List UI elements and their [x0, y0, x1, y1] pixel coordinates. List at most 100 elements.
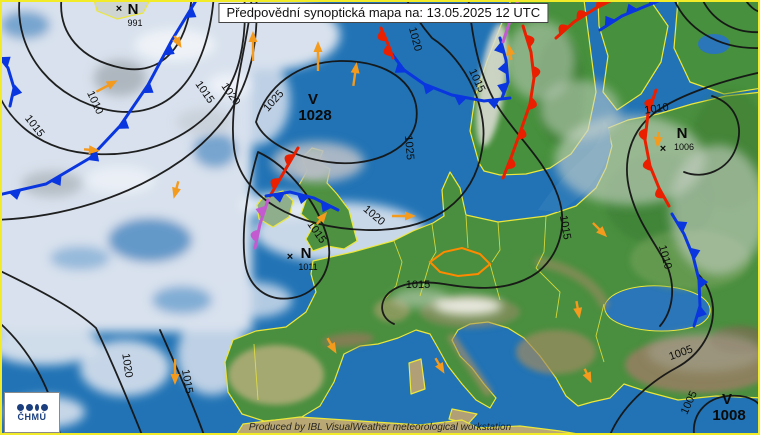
- wind-arrow-icon: [88, 145, 100, 155]
- cold-front-triangle-icon: [454, 95, 468, 106]
- isobar-label: 1015: [406, 279, 430, 291]
- credit-text: Produced by IBL VisualWeather meteorolog…: [248, 422, 512, 433]
- warm-front-semicircle-icon: [576, 10, 588, 21]
- border-layer: [253, 215, 605, 401]
- cold-front-triangle-icon: [163, 44, 175, 56]
- pressure-center-letter: V: [308, 91, 318, 108]
- warm-front-semicircle-icon: [270, 178, 281, 190]
- pressure-center-cross-icon: ×: [287, 251, 293, 263]
- sea-cloud-layer: [0, 0, 425, 428]
- warm-front-semicircle-icon: [644, 98, 654, 111]
- warm-front-semicircle-icon: [506, 157, 516, 170]
- cold-front-triangle-icon: [11, 84, 23, 98]
- cold-front-triangle-icon: [185, 6, 197, 19]
- cold-front-triangle-icon: [0, 56, 11, 68]
- czech-republic-border: [428, 246, 492, 278]
- wind-arrow-icon: [653, 136, 663, 148]
- wind-arrow-icon: [435, 362, 445, 374]
- isobar-label: 1015: [179, 368, 195, 394]
- wind-arrow-icon: [506, 44, 515, 56]
- cold-front-triangle-icon: [255, 205, 267, 218]
- land-sardinia: [408, 358, 426, 395]
- cold-front-triangle-icon: [88, 150, 100, 162]
- warm-front-semicircle-icon: [517, 127, 527, 140]
- cold-front-triangle-icon: [696, 305, 707, 319]
- warm-front-semicircle-icon: [642, 158, 651, 171]
- pressure-center-letter: V: [722, 391, 732, 408]
- isobar-label: 1020: [119, 353, 134, 379]
- wind-arrow-layer: [83, 31, 663, 385]
- wind-arrow-icon: [248, 31, 258, 42]
- chmu-logo: ČHMÚ: [4, 392, 60, 433]
- cold-front-triangle-icon: [698, 275, 709, 289]
- wind-arrow-icon: [350, 62, 360, 74]
- isobar-label: 1010: [644, 101, 670, 116]
- pressure-center-letter: N: [301, 245, 312, 262]
- cold-front-triangle-icon: [272, 192, 285, 203]
- front-warm-top-center: [379, 26, 395, 60]
- cold-front-triangle-icon: [394, 62, 406, 73]
- cold-front-triangle-icon: [625, 3, 638, 15]
- pressure-center-cross-icon: ×: [660, 143, 666, 155]
- cold-front-triangle-icon: [497, 82, 508, 95]
- warm-front-semicircle-icon: [532, 65, 541, 79]
- wind-arrow-icon: [172, 36, 182, 49]
- cold-front-triangle-icon: [142, 82, 154, 94]
- wind-arrow-icon: [573, 307, 583, 319]
- warm-front-semicircle-icon: [655, 186, 665, 199]
- warm-front-semicircle-icon: [284, 154, 295, 166]
- cold-front-triangle-icon: [296, 193, 310, 205]
- front-layer: [0, 0, 709, 328]
- land-north-africa: [235, 416, 585, 435]
- cold-front-triangle-icon: [118, 118, 130, 129]
- front-cold-nw: [0, 0, 199, 197]
- pressure-center-value: 1028: [298, 107, 331, 124]
- wind-arrow-icon: [170, 374, 180, 385]
- cold-front-triangle-icon: [486, 99, 500, 109]
- pressure-center-value: 991: [127, 18, 142, 28]
- warm-front-semicircle-icon: [377, 29, 387, 42]
- cold-front-triangle-icon: [676, 221, 688, 233]
- cold-front-triangle-icon: [320, 201, 333, 213]
- cold-front-triangle-icon: [8, 189, 22, 200]
- pressure-center-letter: N: [128, 1, 139, 18]
- cold-front-triangle-icon: [494, 41, 505, 55]
- pressure-center-letter: N: [677, 125, 688, 142]
- cold-front-triangle-icon: [497, 61, 508, 75]
- wind-arrow-icon: [327, 342, 337, 354]
- land-cloud-layer: [22, 20, 760, 372]
- white-sea: [698, 34, 730, 54]
- cold-front-triangle-icon: [689, 247, 701, 260]
- warm-front-semicircle-icon: [528, 97, 537, 110]
- pressure-center-value: 1008: [712, 407, 745, 424]
- black-sea: [604, 285, 711, 332]
- land-iceland: [93, 0, 151, 20]
- wind-arrow-icon: [582, 371, 592, 384]
- warm-front-semicircle-icon: [558, 24, 570, 35]
- wind-arrow-icon: [313, 41, 323, 52]
- warm-front-semicircle-icon: [250, 229, 259, 243]
- chmu-logo-text: ČHMÚ: [17, 412, 47, 422]
- warm-front-semicircle-icon: [383, 44, 393, 57]
- cold-front-triangle-icon: [604, 15, 616, 27]
- wind-arrow-icon: [596, 226, 608, 238]
- wind-arrow-icon: [316, 211, 328, 224]
- chmu-logo-icon: [16, 403, 48, 412]
- wind-arrow-icon: [105, 80, 118, 90]
- pressure-center-cross-icon: ×: [116, 3, 122, 15]
- pressure-center-value: 1006: [674, 142, 694, 152]
- warm-front-semicircle-icon: [525, 34, 535, 48]
- isobar-label: 1025: [402, 135, 416, 160]
- map-title: Předpovědní synoptická mapa na: 13.05.20…: [218, 3, 549, 23]
- wind-arrow-icon: [405, 211, 416, 221]
- wind-arrow-icon: [172, 186, 181, 199]
- cold-front-triangle-icon: [423, 83, 436, 95]
